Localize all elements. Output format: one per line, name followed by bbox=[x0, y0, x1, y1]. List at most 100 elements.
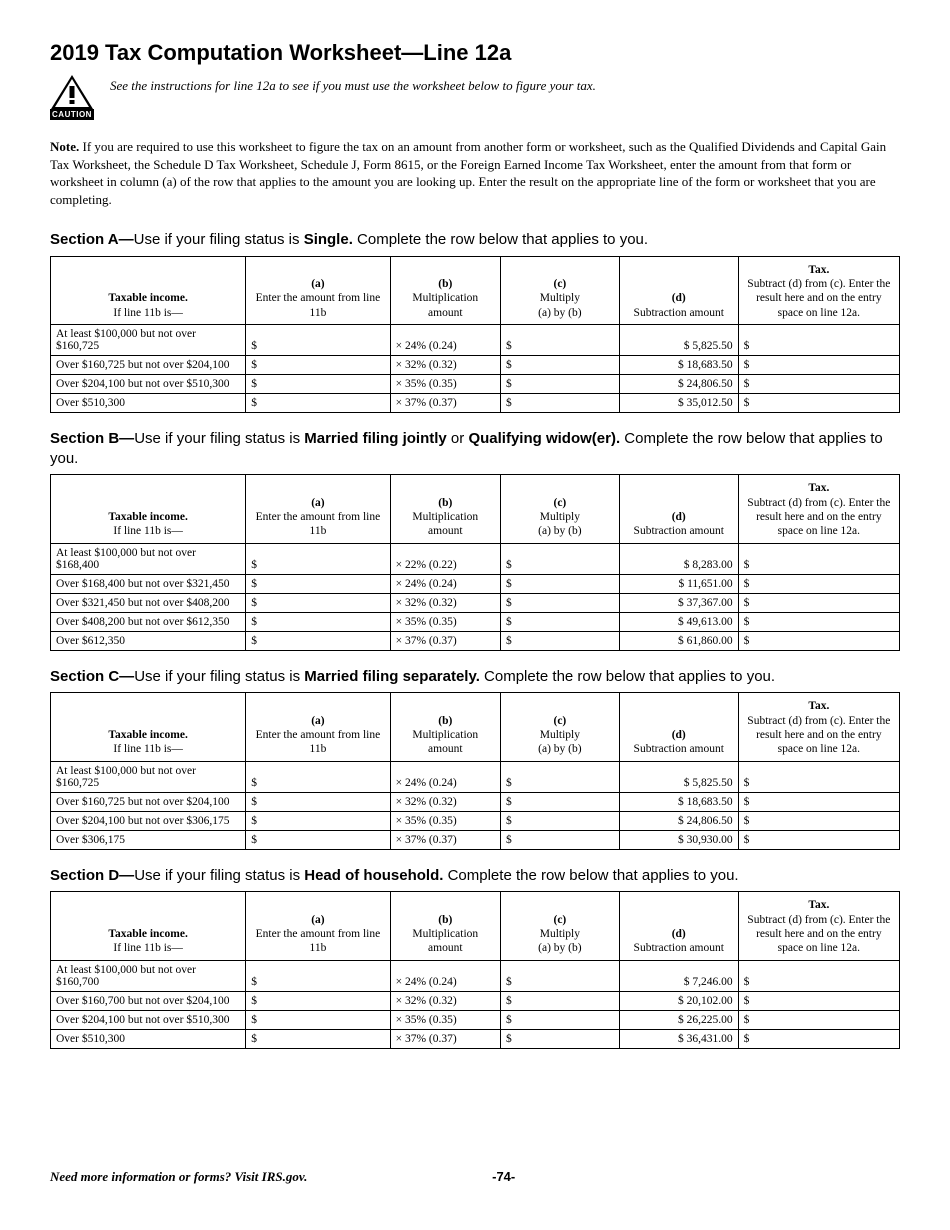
worksheet-table: Taxable income.If line 11b is—(a)Enter t… bbox=[50, 474, 900, 651]
cell-tax[interactable]: $ bbox=[738, 375, 899, 394]
cell-tax[interactable]: $ bbox=[738, 631, 899, 650]
cell-a[interactable]: $ bbox=[246, 593, 390, 612]
cell-tax[interactable]: $ bbox=[738, 543, 899, 574]
cell-a[interactable]: $ bbox=[246, 761, 390, 792]
cell-tax[interactable]: $ bbox=[738, 1029, 899, 1048]
cell-c[interactable]: $ bbox=[500, 631, 619, 650]
cell-b: × 35% (0.35) bbox=[390, 612, 500, 631]
cell-c[interactable]: $ bbox=[500, 830, 619, 849]
cell-tax[interactable]: $ bbox=[738, 991, 899, 1010]
cell-tax[interactable]: $ bbox=[738, 960, 899, 991]
cell-a[interactable]: $ bbox=[246, 960, 390, 991]
footer-left: Need more information or forms? Visit IR… bbox=[50, 1169, 307, 1185]
cell-d: $ 24,806.50 bbox=[619, 375, 738, 394]
cell-a[interactable]: $ bbox=[246, 325, 390, 356]
th-d: (d)Subtraction amount bbox=[619, 892, 738, 961]
cell-tax[interactable]: $ bbox=[738, 356, 899, 375]
th-c: (c)Multiply(a) by (b) bbox=[500, 256, 619, 325]
cell-c[interactable]: $ bbox=[500, 356, 619, 375]
cell-d: $ 18,683.50 bbox=[619, 356, 738, 375]
cell-c[interactable]: $ bbox=[500, 394, 619, 413]
cell-a[interactable]: $ bbox=[246, 574, 390, 593]
cell-tax[interactable]: $ bbox=[738, 830, 899, 849]
th-tax: Tax.Subtract (d) from (c). Enter the res… bbox=[738, 256, 899, 325]
cell-d: $ 20,102.00 bbox=[619, 991, 738, 1010]
section-heading: Section C—Use if your filing status is M… bbox=[50, 667, 900, 687]
cell-tax[interactable]: $ bbox=[738, 593, 899, 612]
th-d: (d)Subtraction amount bbox=[619, 693, 738, 762]
cell-tax[interactable]: $ bbox=[738, 792, 899, 811]
cell-a[interactable]: $ bbox=[246, 811, 390, 830]
cell-a[interactable]: $ bbox=[246, 375, 390, 394]
cell-tax[interactable]: $ bbox=[738, 1010, 899, 1029]
cell-c[interactable]: $ bbox=[500, 991, 619, 1010]
cell-income: Over $168,400 but not over $321,450 bbox=[51, 574, 246, 593]
cell-b: × 24% (0.24) bbox=[390, 325, 500, 356]
table-row: At least $100,000 but not over $160,725$… bbox=[51, 325, 900, 356]
cell-c[interactable]: $ bbox=[500, 375, 619, 394]
cell-a[interactable]: $ bbox=[246, 1010, 390, 1029]
cell-c[interactable]: $ bbox=[500, 593, 619, 612]
section-heading: Section A—Use if your filing status is S… bbox=[50, 230, 900, 250]
cell-tax[interactable]: $ bbox=[738, 761, 899, 792]
cell-c[interactable]: $ bbox=[500, 1010, 619, 1029]
cell-income: At least $100,000 but not over $160,700 bbox=[51, 960, 246, 991]
cell-tax[interactable]: $ bbox=[738, 574, 899, 593]
cell-b: × 37% (0.37) bbox=[390, 394, 500, 413]
cell-income: Over $160,725 but not over $204,100 bbox=[51, 356, 246, 375]
cell-c[interactable]: $ bbox=[500, 761, 619, 792]
cell-d: $ 11,651.00 bbox=[619, 574, 738, 593]
th-c: (c)Multiply(a) by (b) bbox=[500, 693, 619, 762]
cell-a[interactable]: $ bbox=[246, 1029, 390, 1048]
caution-label: CAUTION bbox=[50, 109, 94, 120]
cell-a[interactable]: $ bbox=[246, 356, 390, 375]
table-row: Over $204,100 but not over $510,300$× 35… bbox=[51, 1010, 900, 1029]
th-d: (d)Subtraction amount bbox=[619, 256, 738, 325]
cell-b: × 35% (0.35) bbox=[390, 811, 500, 830]
cell-tax[interactable]: $ bbox=[738, 811, 899, 830]
cell-a[interactable]: $ bbox=[246, 394, 390, 413]
th-c: (c)Multiply(a) by (b) bbox=[500, 475, 619, 544]
th-b: (b)Multiplication amount bbox=[390, 256, 500, 325]
cell-a[interactable]: $ bbox=[246, 830, 390, 849]
cell-d: $ 49,613.00 bbox=[619, 612, 738, 631]
worksheet-table: Taxable income.If line 11b is—(a)Enter t… bbox=[50, 256, 900, 414]
footer-page-number: -74- bbox=[492, 1169, 515, 1184]
cell-d: $ 61,860.00 bbox=[619, 631, 738, 650]
caution-icon: CAUTION bbox=[50, 74, 94, 120]
cell-b: × 37% (0.37) bbox=[390, 1029, 500, 1048]
th-tax: Tax.Subtract (d) from (c). Enter the res… bbox=[738, 693, 899, 762]
cell-b: × 32% (0.32) bbox=[390, 593, 500, 612]
cell-c[interactable]: $ bbox=[500, 574, 619, 593]
cell-a[interactable]: $ bbox=[246, 991, 390, 1010]
cell-c[interactable]: $ bbox=[500, 543, 619, 574]
th-income: Taxable income.If line 11b is— bbox=[51, 693, 246, 762]
cell-tax[interactable]: $ bbox=[738, 325, 899, 356]
cell-tax[interactable]: $ bbox=[738, 394, 899, 413]
cell-a[interactable]: $ bbox=[246, 543, 390, 574]
cell-d: $ 5,825.50 bbox=[619, 761, 738, 792]
cell-d: $ 36,431.00 bbox=[619, 1029, 738, 1048]
intro-row: CAUTION See the instructions for line 12… bbox=[50, 74, 900, 120]
th-a: (a)Enter the amount from line 11b bbox=[246, 256, 390, 325]
th-d: (d)Subtraction amount bbox=[619, 475, 738, 544]
cell-c[interactable]: $ bbox=[500, 792, 619, 811]
cell-income: At least $100,000 but not over $160,725 bbox=[51, 761, 246, 792]
cell-c[interactable]: $ bbox=[500, 612, 619, 631]
cell-a[interactable]: $ bbox=[246, 631, 390, 650]
cell-tax[interactable]: $ bbox=[738, 612, 899, 631]
cell-b: × 24% (0.24) bbox=[390, 960, 500, 991]
table-row: Over $510,300$× 37% (0.37)$$ 35,012.50$ bbox=[51, 394, 900, 413]
th-income: Taxable income.If line 11b is— bbox=[51, 892, 246, 961]
cell-b: × 37% (0.37) bbox=[390, 830, 500, 849]
table-row: Over $160,725 but not over $204,100$× 32… bbox=[51, 792, 900, 811]
cell-c[interactable]: $ bbox=[500, 1029, 619, 1048]
th-a: (a)Enter the amount from line 11b bbox=[246, 892, 390, 961]
cell-d: $ 26,225.00 bbox=[619, 1010, 738, 1029]
cell-c[interactable]: $ bbox=[500, 325, 619, 356]
cell-a[interactable]: $ bbox=[246, 792, 390, 811]
table-row: At least $100,000 but not over $160,700$… bbox=[51, 960, 900, 991]
cell-c[interactable]: $ bbox=[500, 960, 619, 991]
cell-a[interactable]: $ bbox=[246, 612, 390, 631]
cell-c[interactable]: $ bbox=[500, 811, 619, 830]
